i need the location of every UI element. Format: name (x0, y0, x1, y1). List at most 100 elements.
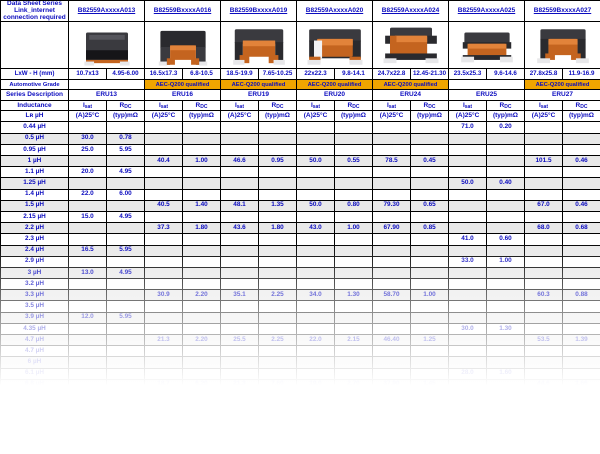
datasheet-link-eru20[interactable]: B82559AxxxxA020 (296, 0, 373, 23)
grade-badge-eru25 (448, 79, 525, 91)
cell-r16-c12 (524, 300, 563, 313)
cell-r15-c13: 0.88 (562, 289, 600, 302)
cell-r3-c7: 0.55 (334, 154, 373, 168)
inductance-value: 0.95 µH (0, 143, 69, 157)
cell-r15-c7: 1.30 (334, 289, 373, 302)
cell-r27-c13 (562, 423, 600, 436)
series-description-row-header: Series Description (0, 89, 69, 102)
cell-r5-c6 (296, 177, 335, 190)
dim-lw-eru27: 27.8x25.8 (524, 68, 563, 81)
cell-r20-c7 (334, 345, 373, 358)
cell-r24-c2 (144, 389, 183, 403)
photo-cell-eru24 (372, 21, 449, 70)
cell-r28-c0 (68, 434, 107, 447)
cell-r26-c0 (68, 412, 107, 425)
cell-r26-c7 (334, 412, 373, 425)
table-row: 6.1 µH 28.0 1.60 (0, 367, 600, 380)
cell-r6-c5 (258, 188, 297, 201)
inductance-value: 4.35 µH (0, 322, 69, 336)
cell-r10-c0 (68, 233, 107, 246)
inductance-value: 10 µH (0, 401, 69, 414)
cell-r8-c11 (486, 210, 525, 224)
cell-r15-c3: 2.20 (182, 289, 221, 302)
cell-r27-c0 (68, 423, 107, 436)
inductance-value: 2.9 µH (0, 255, 69, 268)
cell-r16-c0 (68, 300, 107, 313)
cell-r22-c13 (562, 367, 600, 380)
cell-r19-c6: 22.0 (296, 333, 335, 347)
cell-r26-c2 (144, 412, 183, 425)
cell-r4-c0: 20.0 (68, 166, 107, 179)
cell-r12-c4 (220, 255, 259, 268)
datasheet-link-eru25[interactable]: B82559AxxxxA025 (448, 0, 525, 23)
inductance-value: 4.7 µH (0, 345, 69, 358)
corner-line-2: Link_internet (14, 6, 55, 14)
cell-r2-c2 (144, 143, 183, 157)
cell-r5-c5 (258, 177, 297, 190)
cell-r0-c4 (220, 121, 259, 134)
table-row: 3.2 µH (0, 278, 600, 291)
cell-r4-c13 (562, 166, 600, 179)
cell-r9-c1 (106, 222, 145, 235)
cell-r21-c3 (182, 356, 221, 369)
series-name-eru27: ERU27 (524, 89, 600, 102)
cell-r23-c10 (448, 378, 487, 391)
photo-row-spacer (0, 21, 69, 70)
cell-r4-c4 (220, 166, 259, 179)
cell-r19-c10 (448, 333, 487, 347)
cell-r8-c10 (448, 210, 487, 224)
cell-r22-c0 (68, 367, 107, 380)
isat-unit-eru27: (A)25°C (524, 110, 563, 123)
cell-r6-c12 (524, 188, 563, 201)
cell-r18-c1 (106, 322, 145, 336)
cell-r25-c1 (106, 401, 145, 414)
cell-r13-c13 (562, 266, 600, 280)
table-row: 7.2 µH (0, 389, 600, 403)
isat-symbol-eru20: Isat (296, 100, 335, 112)
isat-symbol-eru27: Isat (524, 100, 563, 112)
datasheet-link-eru16[interactable]: B82559BxxxxA016 (144, 0, 221, 23)
cell-r20-c0 (68, 345, 107, 358)
cell-r6-c3 (182, 188, 221, 201)
product-photo-row (0, 21, 600, 70)
cell-r1-c10 (448, 132, 487, 145)
table-row: 1.1 µH 20.0 4.95 (0, 166, 600, 179)
table-row: 2.15 µH 15.0 4.95 (0, 210, 600, 224)
series-name-eru13: ERU13 (68, 89, 145, 102)
cell-r6-c6 (296, 188, 335, 201)
cell-r12-c0 (68, 255, 107, 268)
cell-r25-c13 (562, 401, 600, 414)
cell-r5-c9 (410, 177, 449, 190)
inductance-value (0, 434, 69, 447)
cell-r9-c6: 43.0 (296, 222, 335, 235)
cell-r6-c11 (486, 188, 525, 201)
cell-r18-c9 (410, 322, 449, 336)
cell-r19-c7: 2.15 (334, 333, 373, 347)
series-name-eru24: ERU24 (372, 89, 449, 102)
cell-r26-c10 (448, 412, 487, 425)
cell-r19-c11 (486, 333, 525, 347)
cell-r28-c6 (296, 434, 335, 447)
cell-r25-c11 (486, 401, 525, 414)
cell-r12-c7 (334, 255, 373, 268)
grade-badge-eru13 (68, 79, 145, 91)
dim-h-eru25: 9.6-14.6 (486, 68, 525, 81)
table-row (0, 434, 600, 447)
inductance-value: 6.1 µH (0, 367, 69, 380)
cell-r6-c13 (562, 188, 600, 201)
cell-r11-c6 (296, 244, 335, 257)
datasheet-link-eru24[interactable]: B82559AxxxxA024 (372, 0, 449, 23)
cell-r26-c8 (372, 412, 411, 425)
cell-r25-c5: 6.80 (258, 401, 297, 414)
cell-r14-c3 (182, 278, 221, 291)
datasheet-link-eru19[interactable]: B82559BxxxxA019 (220, 0, 297, 23)
datasheet-link-eru13[interactable]: B82559AxxxxA013 (68, 0, 145, 23)
cell-r26-c12 (524, 412, 563, 425)
cell-r26-c13 (562, 412, 600, 425)
datasheet-link-eru27[interactable]: B82559BxxxxA027 (524, 0, 600, 23)
cell-r8-c5 (258, 210, 297, 224)
cell-r14-c1 (106, 278, 145, 291)
cell-r20-c10 (448, 345, 487, 358)
dim-lw-eru20: 22x22.3 (296, 68, 335, 81)
cell-r22-c1 (106, 367, 145, 380)
